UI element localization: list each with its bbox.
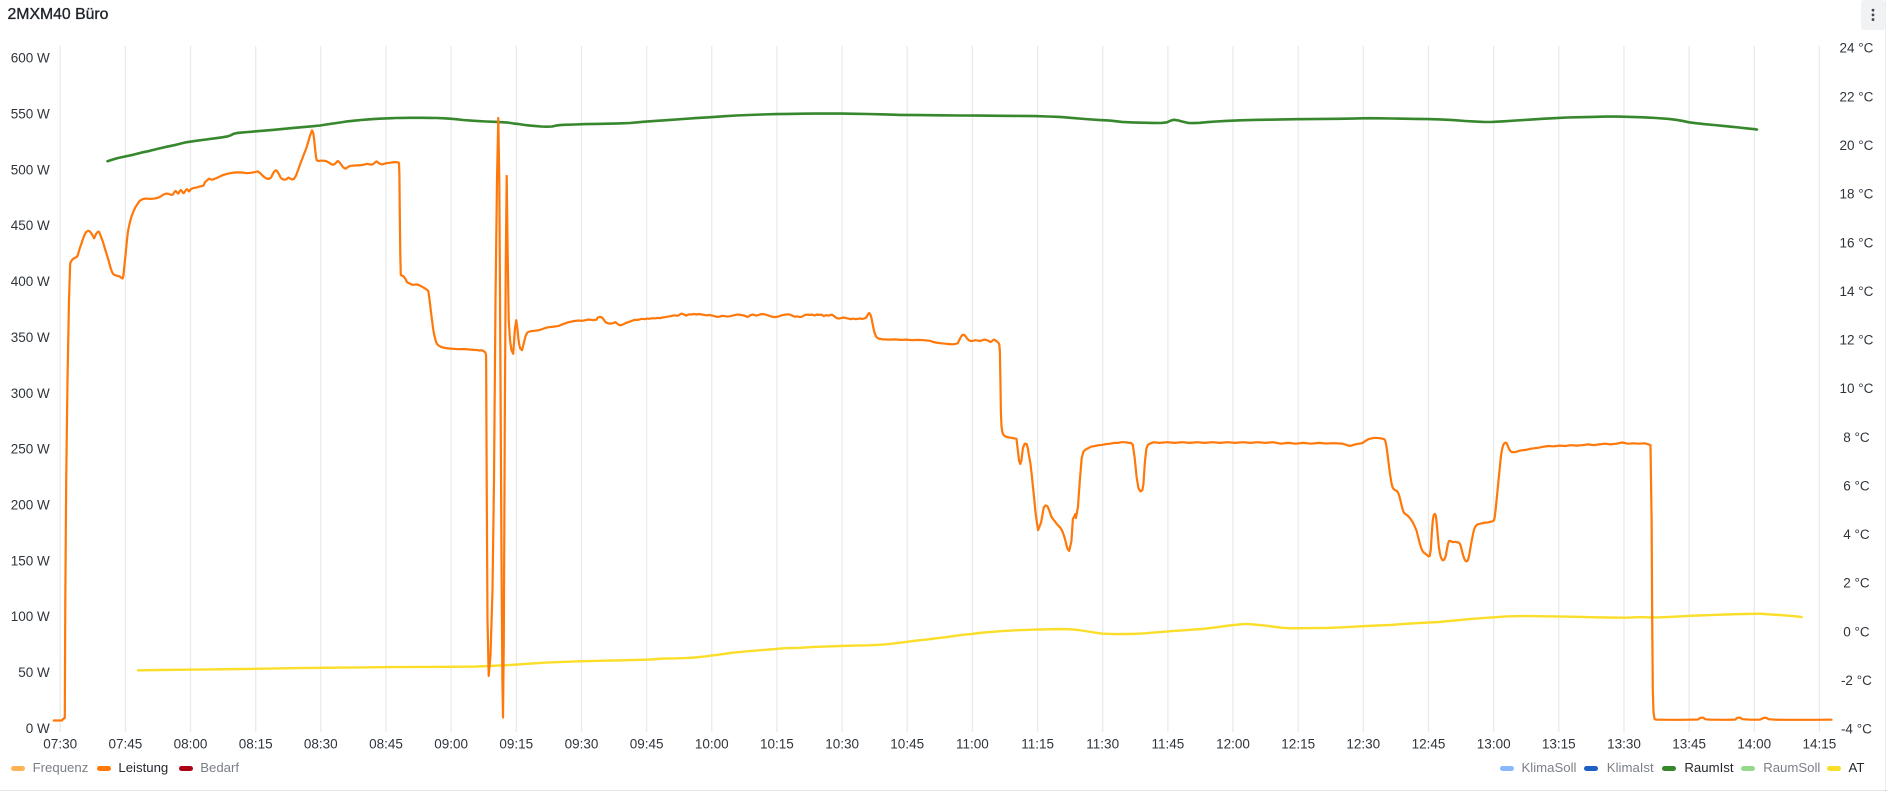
- svg-text:13:45: 13:45: [1672, 737, 1706, 752]
- svg-text:0 W: 0 W: [26, 721, 50, 736]
- svg-text:11:15: 11:15: [1021, 737, 1054, 752]
- svg-text:13:30: 13:30: [1607, 737, 1641, 752]
- svg-text:300 W: 300 W: [11, 386, 50, 401]
- svg-text:12:00: 12:00: [1216, 737, 1250, 752]
- svg-text:24 °C: 24 °C: [1839, 41, 1873, 56]
- svg-text:50 W: 50 W: [18, 665, 50, 680]
- svg-text:07:30: 07:30: [43, 737, 77, 752]
- svg-text:13:00: 13:00: [1477, 737, 1511, 752]
- svg-text:11:30: 11:30: [1086, 737, 1119, 752]
- svg-text:4 °C: 4 °C: [1843, 527, 1870, 542]
- svg-text:08:30: 08:30: [304, 737, 338, 752]
- svg-text:20 °C: 20 °C: [1839, 138, 1873, 153]
- svg-text:08:15: 08:15: [239, 737, 273, 752]
- svg-text:500 W: 500 W: [11, 162, 50, 177]
- svg-text:12 °C: 12 °C: [1839, 333, 1873, 348]
- svg-text:10:00: 10:00: [695, 737, 729, 752]
- svg-text:08:00: 08:00: [174, 737, 208, 752]
- svg-text:22 °C: 22 °C: [1839, 89, 1873, 104]
- svg-text:250 W: 250 W: [11, 442, 50, 457]
- svg-text:200 W: 200 W: [11, 498, 50, 513]
- svg-text:14:15: 14:15: [1803, 737, 1837, 752]
- svg-text:600 W: 600 W: [11, 51, 50, 66]
- svg-text:14 °C: 14 °C: [1839, 284, 1873, 299]
- svg-text:8 °C: 8 °C: [1843, 430, 1870, 445]
- svg-text:11:00: 11:00: [956, 737, 989, 752]
- svg-text:10 °C: 10 °C: [1839, 381, 1873, 396]
- svg-text:550 W: 550 W: [11, 107, 50, 122]
- svg-text:12:15: 12:15: [1281, 737, 1315, 752]
- svg-text:18 °C: 18 °C: [1839, 187, 1873, 202]
- svg-text:100 W: 100 W: [11, 609, 50, 624]
- svg-text:-4 °C: -4 °C: [1841, 722, 1872, 737]
- svg-text:350 W: 350 W: [11, 330, 50, 345]
- svg-text:09:30: 09:30: [565, 737, 599, 752]
- svg-text:16 °C: 16 °C: [1839, 235, 1873, 250]
- svg-text:6 °C: 6 °C: [1843, 479, 1870, 494]
- svg-text:10:15: 10:15: [760, 737, 794, 752]
- svg-text:2 °C: 2 °C: [1843, 576, 1870, 591]
- svg-text:-2 °C: -2 °C: [1841, 673, 1872, 688]
- svg-text:08:45: 08:45: [369, 737, 403, 752]
- svg-text:12:30: 12:30: [1346, 737, 1380, 752]
- svg-text:11:45: 11:45: [1152, 737, 1185, 752]
- svg-text:07:45: 07:45: [109, 737, 143, 752]
- svg-text:09:45: 09:45: [630, 737, 664, 752]
- svg-text:14:00: 14:00: [1737, 737, 1771, 752]
- svg-text:0 °C: 0 °C: [1843, 624, 1870, 639]
- svg-text:09:15: 09:15: [499, 737, 533, 752]
- svg-text:10:30: 10:30: [825, 737, 859, 752]
- svg-text:09:00: 09:00: [434, 737, 468, 752]
- svg-text:12:45: 12:45: [1412, 737, 1446, 752]
- svg-text:400 W: 400 W: [11, 274, 50, 289]
- svg-text:13:15: 13:15: [1542, 737, 1576, 752]
- svg-text:10:45: 10:45: [890, 737, 924, 752]
- svg-text:150 W: 150 W: [11, 553, 50, 568]
- svg-text:450 W: 450 W: [11, 218, 50, 233]
